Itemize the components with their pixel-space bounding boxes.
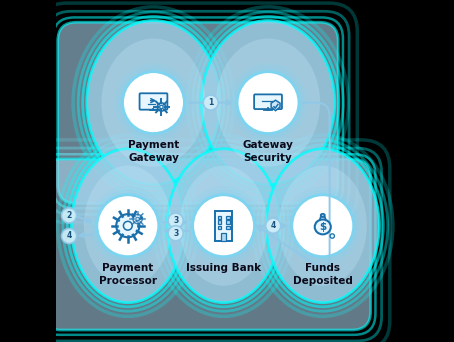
Ellipse shape [279,166,367,286]
FancyBboxPatch shape [217,225,221,229]
Circle shape [330,234,335,238]
FancyBboxPatch shape [139,93,168,110]
FancyBboxPatch shape [226,225,230,229]
Circle shape [160,105,163,109]
FancyBboxPatch shape [217,220,221,224]
Circle shape [61,208,77,223]
Text: 2: 2 [66,211,72,220]
Circle shape [266,218,281,233]
Text: Gateway
Security: Gateway Security [242,140,293,162]
Ellipse shape [71,149,184,303]
Circle shape [133,214,142,224]
Ellipse shape [266,149,379,303]
Text: Payment
Processor: Payment Processor [99,263,157,286]
Text: 4: 4 [271,221,276,230]
Polygon shape [271,100,280,110]
Circle shape [292,195,354,256]
Circle shape [116,214,139,237]
Ellipse shape [84,166,172,286]
Text: 4: 4 [66,232,72,240]
Text: Payment
Gateway: Payment Gateway [128,140,179,162]
Text: Funds
Deposited: Funds Deposited [293,263,353,286]
FancyBboxPatch shape [226,220,230,224]
Ellipse shape [167,149,280,303]
FancyBboxPatch shape [226,215,230,219]
Circle shape [193,195,254,256]
Text: $: $ [319,222,326,232]
Ellipse shape [321,214,325,216]
Circle shape [168,213,183,228]
Ellipse shape [315,220,331,234]
Circle shape [237,72,299,133]
Circle shape [61,228,77,244]
Ellipse shape [202,21,335,185]
FancyBboxPatch shape [217,215,221,219]
Text: Issuing Bank: Issuing Bank [186,263,261,273]
Ellipse shape [216,39,320,167]
Circle shape [123,72,184,133]
Ellipse shape [180,166,267,286]
Circle shape [168,226,183,241]
Circle shape [97,195,158,256]
Circle shape [203,95,218,110]
Ellipse shape [87,21,220,185]
Circle shape [157,103,166,111]
FancyBboxPatch shape [42,159,370,330]
FancyBboxPatch shape [215,211,232,241]
Text: 3: 3 [173,216,178,225]
Text: 1: 1 [208,98,213,107]
FancyBboxPatch shape [58,22,338,203]
Ellipse shape [101,39,206,167]
FancyBboxPatch shape [221,234,226,241]
Circle shape [136,217,139,221]
FancyBboxPatch shape [254,94,282,109]
Text: 3: 3 [173,229,178,238]
Circle shape [123,221,132,230]
